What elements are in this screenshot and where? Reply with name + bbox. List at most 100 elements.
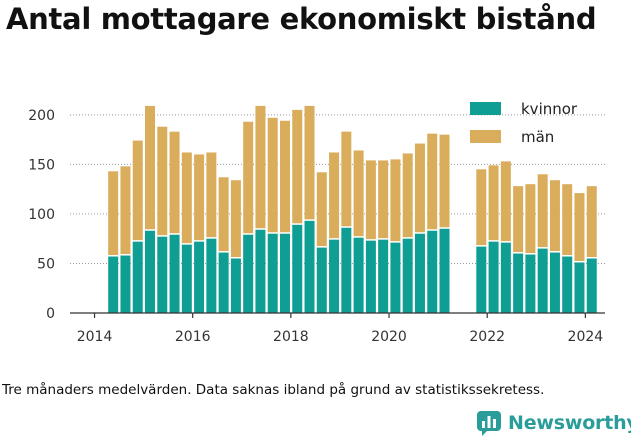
bar-kvinnor bbox=[500, 242, 511, 313]
bar-man bbox=[439, 134, 450, 228]
bar-kvinnor bbox=[169, 234, 180, 313]
bar-man bbox=[230, 180, 241, 257]
bar-kvinnor bbox=[525, 254, 536, 313]
bar-man bbox=[525, 184, 536, 254]
bars bbox=[108, 105, 597, 313]
legend: kvinnor män bbox=[470, 100, 578, 146]
bar-man bbox=[108, 171, 119, 256]
bar-kvinnor bbox=[378, 239, 389, 313]
bar-chart-logo-icon bbox=[477, 411, 501, 436]
bar-kvinnor bbox=[365, 240, 376, 313]
bar-man bbox=[292, 109, 303, 224]
bar-man bbox=[316, 172, 327, 247]
bar-man bbox=[341, 131, 352, 227]
bar-kvinnor bbox=[316, 247, 327, 313]
bar-man bbox=[402, 153, 413, 238]
bar-kvinnor bbox=[537, 248, 548, 313]
bar-man bbox=[488, 165, 499, 241]
bar-kvinnor bbox=[181, 244, 192, 313]
x-tick-label: 2016 bbox=[175, 329, 211, 345]
bar-kvinnor bbox=[488, 241, 499, 313]
bar-kvinnor bbox=[132, 241, 143, 313]
bar-man bbox=[157, 126, 168, 236]
x-tick-label: 2014 bbox=[77, 329, 113, 345]
bar-kvinnor bbox=[427, 230, 438, 313]
chart-title: Antal mottagare ekonomiskt bistånd bbox=[6, 2, 597, 36]
bar-kvinnor bbox=[230, 258, 241, 313]
bar-man bbox=[390, 159, 401, 242]
bar-kvinnor bbox=[390, 242, 401, 313]
bar-kvinnor bbox=[206, 238, 217, 313]
bar-kvinnor bbox=[402, 238, 413, 313]
bar-man bbox=[194, 154, 205, 241]
bar-kvinnor bbox=[194, 241, 205, 313]
y-tick-label: 200 bbox=[28, 108, 55, 124]
bar-man bbox=[427, 133, 438, 230]
bar-kvinnor bbox=[574, 262, 585, 313]
bar-kvinnor bbox=[279, 233, 290, 313]
bar-kvinnor bbox=[157, 236, 168, 313]
y-tick-label: 100 bbox=[28, 207, 55, 223]
bar-man bbox=[574, 193, 585, 261]
bar-man bbox=[267, 117, 278, 233]
y-tick-label: 50 bbox=[37, 256, 55, 272]
axes: 0 50 100 150 200 2014 2016 2018 2020 2022 2024 bbox=[28, 108, 605, 345]
chart-caption: Tre månaders medelvärden. Data saknas ib… bbox=[2, 382, 545, 398]
legend-swatch bbox=[470, 102, 501, 115]
x-tick-label: 2020 bbox=[371, 329, 407, 345]
bar-man bbox=[181, 152, 192, 244]
bar-kvinnor bbox=[304, 220, 315, 313]
legend-label: kvinnor bbox=[521, 100, 578, 118]
bar-kvinnor bbox=[120, 255, 131, 313]
bar-kvinnor bbox=[218, 252, 229, 313]
newsworthy-logo: Newsworthy bbox=[476, 409, 631, 437]
bar-kvinnor bbox=[513, 253, 524, 313]
bar-kvinnor bbox=[267, 233, 278, 313]
bar-kvinnor bbox=[145, 230, 155, 313]
bar-kvinnor bbox=[341, 227, 352, 313]
bar-kvinnor bbox=[329, 239, 340, 313]
bar-man bbox=[537, 174, 548, 248]
x-tick-label: 2018 bbox=[273, 329, 309, 345]
bar-man bbox=[304, 105, 315, 220]
y-tick-label: 0 bbox=[46, 306, 55, 322]
x-tick-label: 2022 bbox=[469, 329, 505, 345]
bar-man bbox=[378, 160, 389, 239]
bar-man bbox=[586, 186, 597, 257]
bar-man bbox=[169, 131, 180, 234]
bar-man bbox=[414, 143, 425, 233]
bar-man bbox=[562, 184, 573, 256]
bar-kvinnor bbox=[292, 224, 303, 313]
bar-man bbox=[120, 166, 131, 255]
bar-man bbox=[365, 160, 376, 240]
bar-kvinnor bbox=[586, 258, 597, 313]
bar-kvinnor bbox=[353, 237, 364, 313]
bar-man bbox=[206, 152, 217, 238]
bar-kvinnor bbox=[255, 229, 266, 313]
bar-man bbox=[218, 177, 229, 252]
bar-man bbox=[500, 161, 511, 242]
brand-name: Newsworthy bbox=[508, 412, 631, 434]
bar-kvinnor bbox=[476, 246, 487, 313]
bar-man bbox=[145, 105, 155, 230]
bar-kvinnor bbox=[243, 234, 254, 313]
bar-man bbox=[513, 186, 524, 253]
bar-man bbox=[476, 169, 487, 246]
bar-man bbox=[255, 105, 266, 229]
bar-kvinnor bbox=[108, 256, 119, 313]
x-tick-label: 2024 bbox=[568, 329, 604, 345]
legend-swatch bbox=[470, 130, 501, 143]
legend-label: män bbox=[521, 128, 554, 146]
bar-man bbox=[329, 152, 340, 239]
bar-kvinnor bbox=[549, 252, 560, 313]
bar-kvinnor bbox=[414, 233, 425, 313]
bar-kvinnor bbox=[562, 256, 573, 313]
bar-man bbox=[243, 121, 254, 234]
bar-man bbox=[279, 120, 290, 233]
bar-kvinnor bbox=[439, 228, 450, 313]
y-tick-label: 150 bbox=[28, 157, 55, 173]
bar-man bbox=[132, 140, 143, 241]
bar-man bbox=[353, 150, 364, 237]
bar-man bbox=[549, 180, 560, 252]
